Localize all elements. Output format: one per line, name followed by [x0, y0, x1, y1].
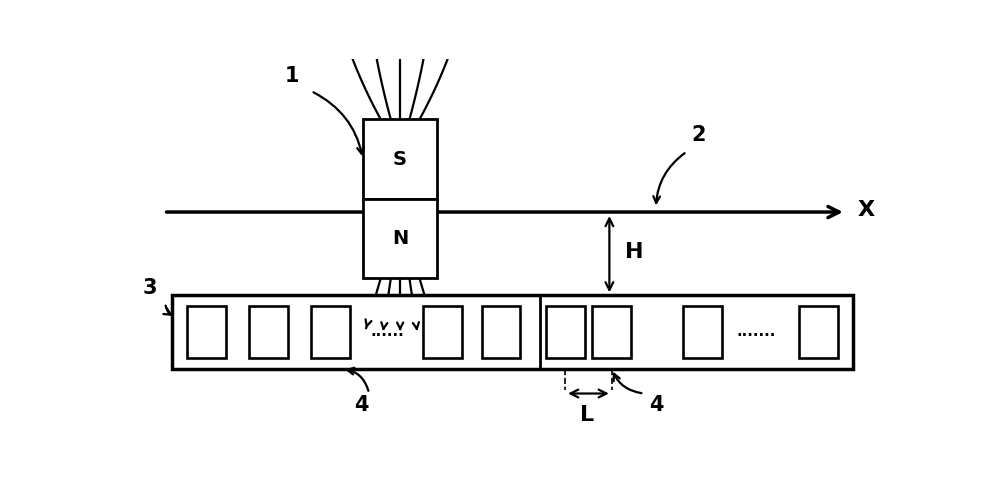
Text: 4: 4 [354, 395, 369, 415]
Text: .......: ....... [737, 325, 776, 339]
Bar [249, 306, 288, 357]
Text: S: S [393, 150, 407, 168]
Bar [172, 295, 853, 369]
Text: H: H [625, 243, 643, 263]
Text: 3: 3 [143, 277, 157, 298]
Text: 2: 2 [691, 125, 706, 144]
Bar [423, 306, 462, 357]
Bar [799, 306, 838, 357]
Bar [683, 306, 722, 357]
Bar [592, 306, 631, 357]
Bar [311, 306, 350, 357]
Text: 4: 4 [649, 395, 663, 415]
Bar [546, 306, 585, 357]
Bar [482, 306, 520, 357]
Bar [363, 199, 437, 278]
Bar [187, 306, 226, 357]
Text: 1: 1 [284, 66, 299, 86]
Text: N: N [392, 229, 408, 248]
Text: X: X [857, 200, 874, 220]
Text: L: L [580, 406, 594, 425]
Text: ......: ...... [370, 325, 404, 339]
Bar [363, 119, 437, 199]
